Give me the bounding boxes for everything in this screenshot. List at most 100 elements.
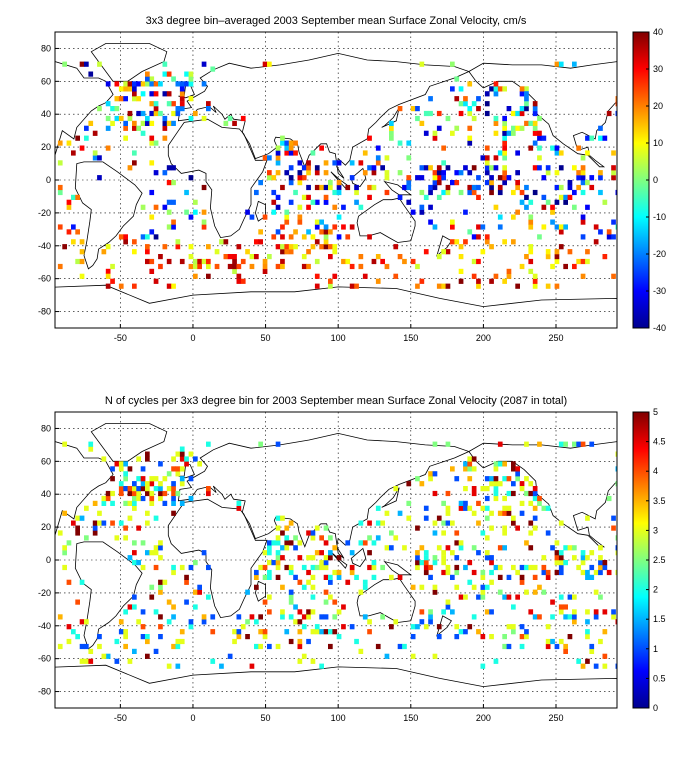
colorbar-tick-label: 2 [653, 585, 658, 595]
data-bin [153, 486, 159, 492]
data-bin [149, 81, 155, 87]
data-bin [598, 170, 603, 176]
colorbar-tick-label: 4 [653, 466, 658, 476]
data-bin [136, 619, 141, 625]
data-bin [149, 258, 155, 265]
data-bin [92, 500, 98, 506]
data-bin [598, 555, 603, 561]
data-bin [367, 135, 372, 141]
data-bin [506, 175, 512, 181]
data-bin [288, 180, 294, 186]
data-bin [528, 249, 534, 255]
data-bin [336, 555, 342, 561]
data-bin [328, 229, 333, 235]
data-bin [227, 115, 233, 122]
data-bin [140, 624, 146, 630]
data-bin [280, 234, 285, 240]
data-bin [132, 540, 137, 546]
data-bin [358, 520, 364, 526]
data-bin [476, 234, 481, 240]
data-bin [537, 500, 542, 506]
data-bin [319, 629, 324, 635]
data-bin [532, 165, 538, 171]
data-bin [158, 486, 163, 492]
data-bin [206, 273, 211, 279]
data-bin [127, 81, 133, 87]
data-bin [245, 589, 250, 595]
data-bin [589, 175, 595, 181]
data-bin [258, 441, 263, 447]
data-bin [140, 120, 146, 126]
data-bin [153, 545, 159, 551]
data-bin [162, 120, 168, 126]
data-bin [349, 624, 355, 630]
data-bin [97, 643, 102, 650]
data-bin [336, 214, 342, 220]
data-bin [153, 106, 159, 112]
data-bin [441, 283, 446, 289]
data-bin [506, 594, 512, 600]
data-bin [558, 61, 564, 67]
data-bin [254, 584, 259, 590]
data-bin [502, 180, 507, 186]
data-bin [118, 619, 124, 625]
data-bin [367, 165, 372, 171]
data-bin [323, 564, 329, 571]
data-bin [319, 560, 324, 566]
data-bin [493, 120, 499, 126]
data-bin [341, 604, 346, 610]
data-bin [149, 101, 155, 107]
data-bin [493, 204, 499, 210]
data-bin [598, 135, 603, 141]
data-bin [319, 564, 324, 571]
data-bin [175, 490, 181, 497]
data-bin [471, 189, 477, 196]
data-bin [262, 574, 268, 580]
data-bin [179, 629, 185, 635]
data-bin [245, 209, 250, 215]
data-bin [201, 81, 207, 87]
data-bin [101, 249, 107, 255]
data-bin [467, 476, 473, 482]
data-bin [537, 614, 542, 620]
data-bin [415, 115, 420, 122]
data-bin [149, 140, 155, 146]
data-bin [484, 550, 490, 556]
data-bin [175, 466, 181, 472]
data-bin [436, 165, 442, 171]
data-bin [275, 535, 281, 541]
coastline [90, 423, 168, 462]
coastline [381, 487, 400, 508]
data-bin [580, 569, 586, 576]
data-bin [502, 525, 507, 531]
data-bin [79, 249, 85, 255]
data-bin [511, 110, 516, 117]
data-bin [323, 199, 329, 205]
data-bin [175, 663, 181, 669]
data-bin [580, 175, 586, 181]
data-bin [188, 96, 194, 102]
cycles-title: N of cycles per 3x3 degree bin for 2003 … [105, 395, 567, 407]
data-bin [458, 545, 464, 551]
data-bin [441, 520, 446, 526]
data-bin [532, 278, 538, 284]
data-bin [193, 263, 198, 270]
data-bin [493, 486, 499, 492]
data-bin [615, 619, 617, 625]
data-bin [262, 263, 268, 270]
y-tick-label: -80 [38, 307, 51, 317]
data-bin [101, 495, 107, 502]
data-bin [193, 604, 198, 610]
data-bin [323, 555, 329, 561]
data-bin [558, 441, 564, 447]
data-bin [480, 663, 486, 669]
coastline [167, 498, 268, 619]
data-bin [484, 555, 490, 561]
data-bin [158, 461, 163, 467]
data-bin [158, 634, 163, 640]
data-bin [127, 165, 133, 171]
data-bin [580, 155, 586, 161]
data-bin [389, 130, 394, 136]
data-bin [306, 569, 311, 576]
data-bin [149, 476, 155, 482]
